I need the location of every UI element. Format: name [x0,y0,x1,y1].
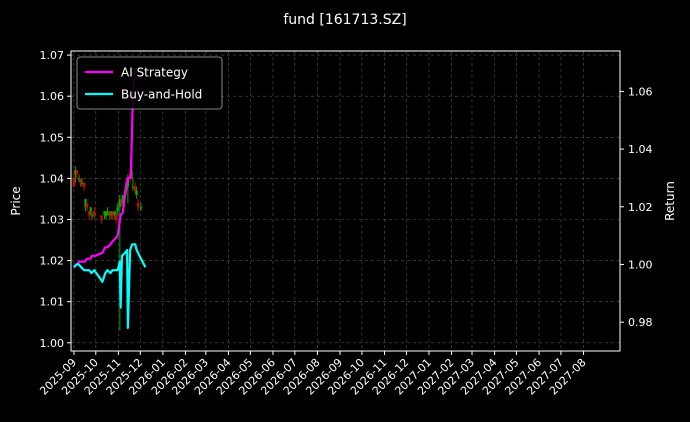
candle-body [116,207,119,212]
chart-title: fund [161713.SZ] [283,12,406,28]
y-tick-label-right: 1.06 [628,85,653,98]
y-axis-label-right: Return [663,181,677,221]
candle-body [135,190,138,195]
candle-body [136,203,140,208]
series-line-ai-strategy [73,68,137,269]
series-line-buy-and-hold [73,243,147,329]
candle-body [121,194,124,204]
y-tick-label-left: 1.04 [40,172,65,185]
candle-body [79,178,82,183]
candle-body [74,170,77,175]
y-tick-label-right: 1.00 [628,258,653,271]
candle-body [111,211,114,216]
y-tick-label-right: 1.02 [628,201,653,214]
candle-body [113,211,116,216]
candle-body [120,198,123,204]
line-series [73,68,147,329]
legend-label: Buy-and-Hold [121,88,202,102]
y-tick-label-left: 1.00 [40,337,65,350]
candle-body [106,211,109,216]
y-tick-label-left: 1.01 [40,296,65,309]
candle-body [88,211,91,216]
y-tick-label-right: 1.04 [628,143,653,156]
candle-body [82,182,86,187]
y-tick-label-left: 1.02 [40,255,65,268]
candle-body [72,178,76,187]
candle-body [126,178,130,187]
y-tick-label-left: 1.03 [40,213,65,226]
y-tick-label-right: 0.98 [628,316,653,329]
candle-body [100,215,103,220]
candle-body [80,182,84,184]
candle-body [115,215,118,220]
candle-body [133,186,137,191]
candle-body [90,215,94,217]
y-tick-label-left: 1.07 [40,49,65,62]
candle-body [104,215,108,217]
candle-body [77,178,81,180]
candle-body [108,211,111,216]
y-tick-label-left: 1.06 [40,90,65,103]
legend: AI Strategy Buy-and-Hold [76,56,223,110]
candle-body [118,198,122,208]
candle-body [84,198,87,208]
plot-frame [70,50,621,352]
y-axis-label-left: Price [9,186,23,215]
candle-body [85,203,89,208]
candle-body [89,207,92,212]
candle-body [103,211,106,216]
candle-body [75,170,79,175]
candle-body [109,211,113,216]
legend-box [76,56,223,110]
legend-label: AI Strategy [121,66,188,80]
candle-body [139,207,143,209]
candle-body [93,211,96,216]
y-tick-label-left: 1.05 [40,131,65,144]
candle-body [131,186,135,188]
